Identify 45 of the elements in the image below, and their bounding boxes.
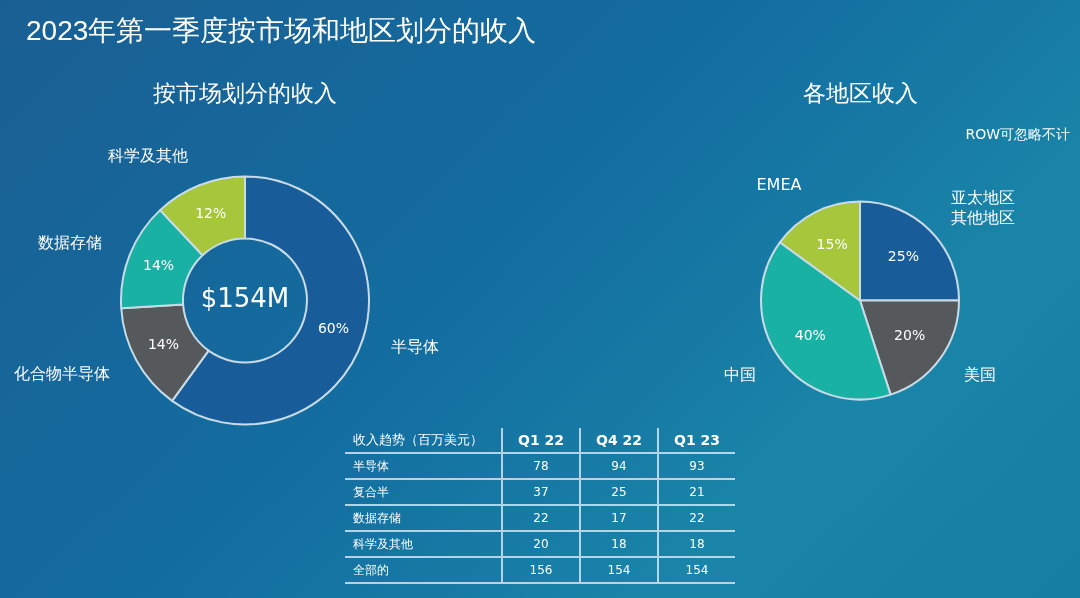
text: 数据存储 [345,505,502,531]
slice-label: 数据存储 [37,232,102,252]
data-label: 21 [658,479,735,505]
category-label: Q4 22 [580,428,658,453]
data-label: 18 [658,531,735,557]
chart-title: 各地区收入 [801,79,919,108]
slice-label: EMEA [756,174,802,194]
data-label: 15% [816,236,848,253]
text: 复合半 [345,479,502,505]
data-label: 22 [658,505,735,531]
text: 全部的 [345,557,502,583]
text: ROW可忽略不计 [965,125,1070,142]
data-label: 20% [894,327,926,344]
data-label: 22 [502,505,580,531]
text: 收入趋势（百万美元） [345,428,502,453]
data-label: 154 [580,557,658,583]
data-label: 60% [317,319,350,336]
data-label: 156 [502,557,580,583]
data-label: 25 [580,479,658,505]
text: $154M [200,283,290,314]
slice-label: 美国 [964,365,997,385]
slice-label: 化合物半导体 [14,363,111,383]
data-label: 14% [147,335,180,352]
data-label: 93 [658,453,735,479]
data-label: 154 [658,557,735,583]
data-label: 37 [502,479,580,505]
data-label: 12% [195,204,227,221]
category-label: Q1 23 [658,428,735,453]
chart-subtitle: 按市场划分的收入 [152,79,338,108]
data-label: 40% [794,327,826,344]
text: 半导体 [345,453,502,479]
data-label: 14% [142,256,175,273]
data-label: 25% [887,247,919,264]
slice-label: 中国 [723,365,756,385]
data-label: 94 [580,453,658,479]
slice-label: 科学及其他 [108,146,189,166]
slice-label: 半导体 [391,337,440,357]
data-label: 20 [502,531,580,557]
chart-title: 2023年第一季度按市场和地区划分的收入 [26,14,537,48]
slice-label: 亚太地区其他地区 [951,188,1016,228]
category-label: Q1 22 [502,428,580,453]
data-label: 78 [502,453,580,479]
text: 科学及其他 [345,531,502,557]
data-label: 17 [580,505,658,531]
data-label: 18 [580,531,658,557]
